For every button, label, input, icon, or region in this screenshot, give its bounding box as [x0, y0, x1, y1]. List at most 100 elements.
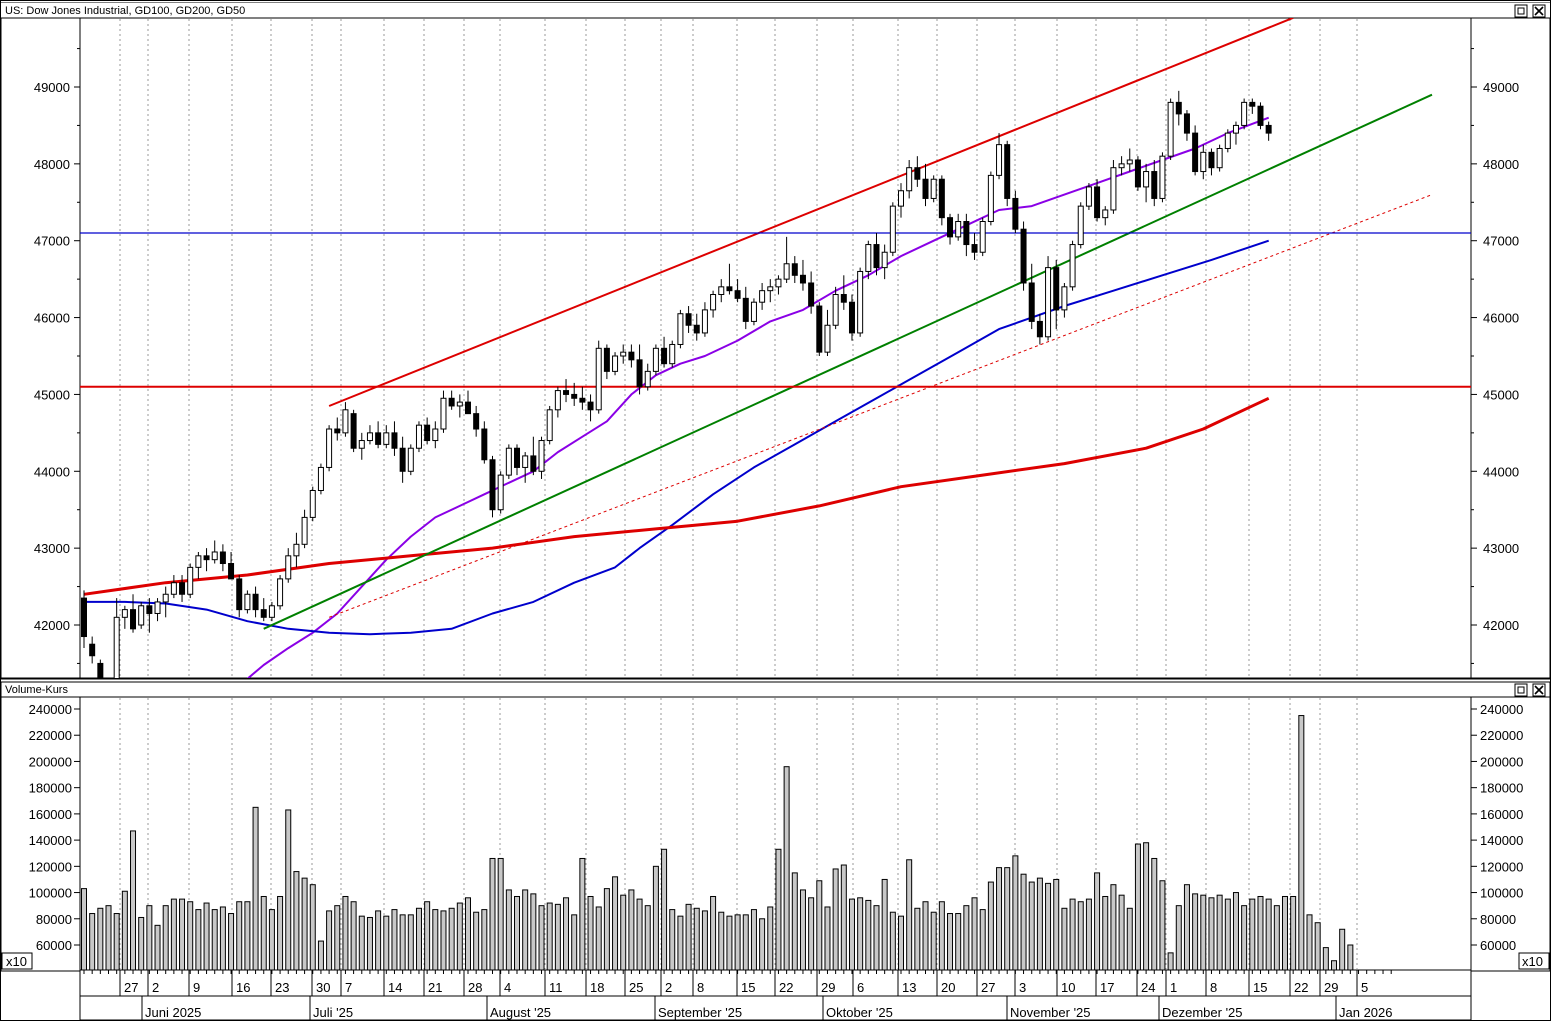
- volume-bar: [759, 918, 766, 971]
- volume-bar: [1020, 873, 1027, 971]
- candle: [187, 563, 194, 599]
- volume-close-button[interactable]: [1532, 683, 1546, 697]
- candle: [1200, 144, 1207, 180]
- candle: [497, 471, 504, 514]
- candle: [1134, 156, 1141, 191]
- candle: [857, 267, 864, 337]
- volume-restore-button[interactable]: [1514, 683, 1528, 697]
- close-icon: [1534, 6, 1544, 16]
- candle: [881, 244, 888, 280]
- candle: [309, 486, 316, 522]
- candle: [922, 163, 929, 207]
- volume-tick-label-right: 100000: [1480, 886, 1523, 901]
- volume-bar: [89, 913, 96, 971]
- candle: [448, 390, 455, 410]
- month-tick-label: Juni 2025: [145, 1005, 201, 1020]
- volume-bar: [1322, 947, 1329, 971]
- volume-bar: [889, 911, 896, 971]
- volume-bar: [1249, 898, 1256, 971]
- price-overlay-lines: [80, 18, 1471, 678]
- price-tick-label-left: 48000: [34, 157, 70, 172]
- close-icon: [1534, 685, 1544, 695]
- volume-bar: [742, 914, 749, 971]
- month-tick-label: September '25: [658, 1005, 742, 1020]
- series-aufw-rtstrend-unten: [263, 93, 1433, 630]
- price-tick-label-left: 43000: [34, 541, 70, 556]
- candle: [783, 236, 790, 283]
- candle: [587, 394, 594, 422]
- date-tick-label: 8: [1210, 980, 1217, 995]
- candle: [383, 425, 390, 449]
- volume-bar: [473, 911, 480, 971]
- volume-bar: [603, 888, 610, 971]
- candle: [97, 659, 104, 678]
- date-tick-label: 11: [549, 980, 563, 995]
- candle: [424, 417, 431, 445]
- volume-bar: [979, 909, 986, 971]
- price-panel: US: Dow Jones Industrial, GD100, GD200, …: [0, 2, 1551, 680]
- candle: [848, 294, 855, 341]
- price-tick-label-right: 42000: [1483, 618, 1519, 633]
- date-tick-label: 15: [741, 980, 755, 995]
- candle: [415, 421, 422, 453]
- series-gd100: [84, 239, 1270, 636]
- volume-bar: [1159, 880, 1166, 971]
- volume-bar: [1224, 898, 1231, 971]
- candle: [930, 175, 937, 203]
- date-tick-label: 4: [504, 980, 511, 995]
- candle: [873, 233, 880, 276]
- date-tick-label: 30: [316, 980, 330, 995]
- month-tick-label: Oktober '25: [826, 1005, 893, 1020]
- volume-bar: [350, 901, 357, 971]
- candle: [808, 271, 815, 314]
- candle: [89, 636, 96, 664]
- date-tick-label: 17: [1100, 980, 1114, 995]
- candle: [473, 405, 480, 437]
- volume-tick-label-right: 220000: [1480, 728, 1523, 743]
- candle: [1045, 256, 1052, 341]
- candle: [293, 532, 300, 568]
- candle: [113, 598, 120, 678]
- volume-bar: [628, 889, 635, 971]
- candle: [620, 344, 627, 364]
- volume-bar: [1102, 895, 1109, 971]
- date-tick-label: 27: [124, 980, 138, 995]
- date-ticks: 27 2 9 16 23 30 7 14 21 28 4 11 18 25 2 8 15 22 29 6 13 20 27 3…: [83, 970, 1392, 996]
- volume-bar: [105, 905, 112, 971]
- volume-bar: [661, 848, 668, 971]
- volume-bar: [81, 888, 87, 971]
- volume-bar: [375, 910, 382, 971]
- volume-bar: [1004, 867, 1011, 971]
- volume-bar: [154, 924, 161, 971]
- candle: [726, 263, 733, 295]
- volume-tick-label-left: 160000: [29, 807, 72, 822]
- candle: [342, 402, 349, 437]
- date-axis: 27 2 9 16 23 30 7 14 21 28 4 11 18 25 2 8 15 22 29 6 13 20 27 3…: [79, 969, 1472, 1021]
- date-tick-label: 21: [428, 980, 442, 995]
- candle: [816, 302, 823, 356]
- price-tick-label-left: 42000: [34, 618, 70, 633]
- candle: [277, 575, 284, 610]
- volume-bar: [685, 903, 692, 971]
- candle: [955, 213, 962, 241]
- price-close-button[interactable]: [1532, 4, 1546, 18]
- volume-bar: [996, 867, 1003, 971]
- candle: [440, 390, 447, 433]
- volume-bar: [571, 914, 578, 971]
- restore-icon: [1517, 686, 1525, 694]
- candle: [898, 183, 904, 218]
- volume-bar: [383, 915, 390, 971]
- candle: [603, 344, 610, 380]
- date-tick-label: 20: [941, 980, 955, 995]
- volume-bar: [1331, 960, 1338, 971]
- candle: [252, 586, 259, 618]
- volume-tick-label-right: 60000: [1480, 938, 1516, 953]
- candle: [979, 217, 986, 257]
- candle: [399, 436, 406, 483]
- volume-bar: [211, 909, 218, 971]
- volume-bar: [399, 914, 406, 971]
- date-tick-label: 13: [902, 980, 916, 995]
- volume-tick-label-left: 220000: [29, 728, 72, 743]
- price-restore-button[interactable]: [1514, 4, 1528, 18]
